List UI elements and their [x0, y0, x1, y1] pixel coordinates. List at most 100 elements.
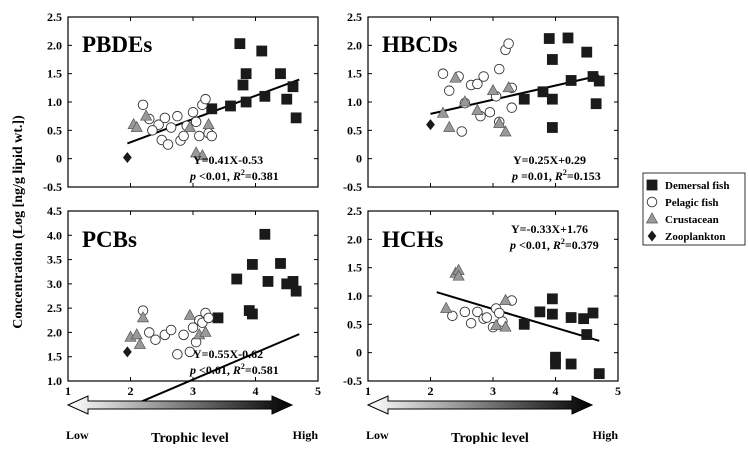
data-point — [437, 68, 449, 79]
data-point — [562, 32, 574, 44]
regression-stats: p <0.01, R2=0.379 — [509, 237, 599, 252]
data-point — [581, 329, 593, 340]
y-tick-label: 2.0 — [47, 325, 62, 339]
data-point — [275, 68, 286, 80]
data-point — [499, 320, 512, 332]
panel-pbdes: -0.5 0 0.5 1.0 1.5 2.0 2.5 PBDEs Y=0.41X-0.53p <… — [43, 10, 319, 194]
y-axis-label: Concentration (Log [ng/g lipid wt.]) — [11, 115, 26, 329]
panel-title: HCHs — [382, 227, 443, 252]
series-zooplankton — [122, 346, 132, 358]
data-point — [225, 100, 236, 112]
data-point — [206, 103, 218, 115]
data-point — [546, 293, 558, 305]
y-tick-label: 3.0 — [47, 277, 62, 291]
y-tick-label: 1.0 — [47, 374, 62, 388]
data-point — [456, 126, 468, 137]
data-point — [499, 293, 512, 305]
data-point — [147, 125, 158, 136]
data-point — [518, 318, 530, 330]
data-point — [494, 307, 505, 319]
y-tick-label: 1.5 — [347, 67, 362, 81]
y-tick-label: 2.5 — [347, 10, 362, 24]
data-point — [581, 46, 593, 58]
data-point — [183, 308, 196, 320]
x-tick-label: 3 — [490, 384, 496, 398]
series-pelagic-fish — [137, 305, 214, 360]
data-point — [196, 149, 209, 161]
x-tick-label: 3 — [190, 384, 196, 398]
data-point — [503, 38, 514, 49]
y-tick-label: 2.5 — [47, 10, 62, 24]
legend: Demersal fish Pelagic fish Crustacean Zoopl… — [642, 172, 746, 246]
series-demersal-fish — [212, 228, 302, 324]
data-point — [259, 228, 271, 240]
data-point — [440, 301, 453, 313]
y-tick-label: 0 — [356, 152, 362, 166]
data-point — [472, 78, 483, 90]
data-point — [237, 79, 249, 91]
data-point — [486, 83, 500, 96]
y-tick-label: 2.0 — [347, 38, 362, 52]
y-tick-label: -0.5 — [343, 374, 362, 388]
data-point — [458, 95, 471, 107]
data-point — [537, 86, 549, 98]
series-demersal-fish — [206, 38, 302, 124]
regression-equation: Y=0.25X+0.29 — [513, 153, 586, 167]
series-demersal-fish — [518, 293, 605, 380]
y-tick-label: 4.5 — [47, 204, 62, 218]
data-point — [499, 125, 512, 137]
data-point — [290, 285, 302, 297]
data-point — [259, 90, 271, 102]
trophic-arrow-left: Low Trophic level High — [66, 395, 318, 446]
regression-stats: p <0.01, R2=0.581 — [189, 362, 279, 377]
data-point — [246, 259, 258, 270]
data-point — [200, 93, 211, 105]
data-point — [449, 71, 462, 83]
series-crustacean — [127, 109, 215, 161]
panel-title: PCBs — [82, 227, 137, 252]
data-point — [534, 306, 546, 318]
data-point — [546, 54, 558, 65]
regression-equation: Y=0.55X-0.62 — [193, 347, 263, 361]
series-pelagic-fish — [137, 93, 217, 150]
legend-label: Pelagic fish — [665, 197, 718, 209]
data-point — [140, 109, 153, 121]
trophic-arrow-left-shape — [66, 395, 294, 415]
data-point — [150, 334, 161, 345]
data-point — [256, 45, 268, 57]
data-point — [122, 346, 132, 358]
data-point — [593, 75, 605, 87]
panel-hbcds: -0.5 0 0.5 1.0 1.5 2.0 2.5 HBCDs Y=0.25X+0.29p =… — [343, 10, 619, 194]
regression-stats: p =0.01, R2=0.153 — [511, 168, 601, 183]
data-point — [472, 306, 483, 318]
legend-box — [642, 172, 746, 246]
series-crustacean — [124, 308, 212, 349]
data-point — [187, 106, 199, 118]
data-point — [262, 276, 274, 287]
data-point — [206, 130, 217, 142]
data-point — [136, 311, 150, 323]
y-tick-label: 2.0 — [47, 38, 62, 52]
data-point — [287, 276, 299, 287]
data-point — [290, 112, 302, 124]
regression-line — [126, 333, 300, 409]
data-point — [590, 98, 602, 110]
y-tick-label: 0 — [356, 346, 362, 360]
legend-label: Demersal fish — [665, 180, 729, 192]
data-point — [490, 318, 503, 330]
data-point — [187, 322, 199, 333]
data-point — [234, 38, 246, 50]
data-point — [578, 313, 590, 325]
data-point — [465, 317, 477, 329]
y-tick-label: 2.0 — [347, 232, 362, 246]
data-point — [481, 312, 493, 323]
data-point — [240, 96, 252, 108]
legend-label: Crustacean — [665, 214, 719, 226]
data-point — [443, 120, 456, 132]
data-point — [518, 93, 530, 105]
data-point — [444, 85, 455, 96]
data-point — [494, 63, 505, 75]
data-point — [546, 308, 558, 320]
